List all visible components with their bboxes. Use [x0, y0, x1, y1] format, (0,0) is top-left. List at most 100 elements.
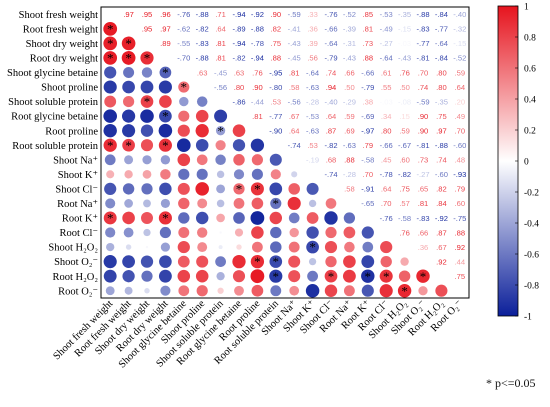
corr-value-2-6: .81 — [215, 39, 226, 48]
corr-circle-16-7 — [236, 244, 242, 250]
corr-circle-18-2 — [141, 270, 153, 282]
corr-circle-15-13 — [343, 226, 356, 239]
corr-circle-2-1 — [121, 36, 136, 51]
corr-value-2-15: -.27 — [380, 39, 393, 48]
corr-circle-18-8 — [250, 269, 265, 284]
corr-circle-19-3 — [160, 285, 171, 296]
corr-circle-14-12 — [324, 211, 338, 225]
corr-value-4-5: .63 — [197, 68, 208, 77]
corr-value-0-15: -.53 — [380, 10, 393, 19]
corr-value-2-13: -.31 — [343, 39, 356, 48]
corr-value-9-14: .79 — [363, 141, 374, 150]
corr-value-4-10: .81 — [289, 68, 300, 77]
corr-circle-14-9 — [269, 211, 283, 225]
corr-value-1-5: -.82 — [196, 25, 209, 34]
corr-circle-16-1 — [125, 244, 132, 250]
corr-value-8-18: .97 — [436, 126, 447, 135]
corr-value-3-19: -.52 — [453, 54, 466, 63]
corr-value-5-10: .58 — [289, 83, 300, 92]
corr-value-1-6: .64 — [215, 25, 226, 34]
corr-value-15-18: .87 — [436, 228, 447, 237]
significance-mark: * — [107, 21, 114, 36]
corr-value-0-18: -.84 — [435, 10, 448, 19]
corr-circle-16-14 — [362, 241, 374, 253]
corr-circle-18-11 — [307, 270, 319, 282]
corr-value-1-15: -.49 — [380, 25, 393, 34]
corr-circle-11-9 — [270, 169, 281, 180]
significance-mark: * — [365, 269, 372, 284]
corr-circle-17-5 — [196, 255, 209, 268]
corr-circle-17-2 — [140, 255, 154, 268]
corr-value-4-14: -.66 — [361, 68, 374, 77]
corr-value-3-16: -.43 — [398, 54, 411, 63]
corr-value-12-18: .82 — [436, 185, 447, 194]
corr-value-13-15: .70 — [381, 199, 392, 208]
corr-circle-18-16 — [398, 270, 411, 282]
corr-circle-4-2 — [141, 67, 153, 78]
corr-value-7-17: .90 — [418, 112, 429, 121]
corr-circle-17-14 — [361, 255, 375, 269]
corr-circle-17-8 — [250, 254, 265, 269]
significance-mark: * — [309, 240, 316, 255]
corr-circle-17-0 — [103, 255, 117, 269]
row-label-root-soluble-protein: Root soluble protein — [12, 141, 98, 152]
corr-circle-15-8 — [251, 226, 264, 239]
corr-circle-4-3 — [159, 66, 172, 79]
corr-value-4-17: .70 — [418, 68, 429, 77]
corr-value-13-17: .81 — [418, 199, 429, 208]
significance-mark: * — [162, 109, 169, 124]
corr-value-4-6: -.45 — [214, 68, 227, 77]
row-label-root-fresh-weight: Root fresh weight — [23, 24, 98, 35]
corr-value-8-19: .70 — [455, 126, 466, 135]
colorbar-tick-label: -0.4 — [524, 219, 539, 229]
corr-value-0-19: -.40 — [453, 10, 466, 19]
corr-circle-19-8 — [251, 284, 264, 297]
corr-circle-16-5 — [197, 242, 208, 253]
corr-circle-11-0 — [106, 170, 115, 179]
corr-value-10-12: .68 — [326, 156, 337, 165]
corr-circle-5-0 — [103, 80, 117, 94]
corr-circle-18-12 — [324, 269, 338, 283]
corr-value-1-10: -.41 — [288, 25, 301, 34]
corr-value-10-11: -.19 — [306, 156, 319, 165]
corr-value-16-17: .36 — [418, 243, 429, 252]
corr-circle-16-11 — [306, 240, 319, 254]
corr-value-8-12: .87 — [326, 126, 337, 135]
corr-value-0-5: -.88 — [196, 10, 209, 19]
corr-value-6-17: -.59 — [416, 97, 429, 106]
corr-circle-8-3 — [158, 123, 173, 138]
corr-circle-12-0 — [104, 182, 117, 195]
corr-value-8-17: .90 — [418, 126, 429, 135]
corr-value-1-18: -.77 — [435, 25, 448, 34]
corr-value-7-8: .81 — [252, 112, 263, 121]
corr-value-9-10: -.74 — [288, 141, 301, 150]
corr-circle-14-10 — [288, 212, 300, 224]
corr-circle-10-8 — [251, 154, 263, 166]
corr-circle-4-1 — [123, 66, 135, 78]
corr-circle-7-2 — [140, 109, 154, 123]
row-label-root-glycine-betaine: Root glycine betaine — [11, 112, 98, 123]
corr-circle-11-3 — [160, 169, 171, 180]
corr-circle-10-6 — [215, 154, 226, 166]
corr-value-11-16: -.82 — [398, 170, 411, 179]
corr-circle-14-6 — [216, 213, 225, 223]
corr-circle-7-0 — [103, 109, 117, 123]
corr-value-6-8: -.44 — [251, 97, 264, 106]
row-label-root-cl-minus: Root Cl⁻ — [59, 228, 98, 239]
corr-circle-19-14 — [361, 284, 374, 297]
corr-value-11-17: -.27 — [416, 170, 429, 179]
corr-circle-8-5 — [195, 124, 209, 138]
corr-value-10-15: .45 — [381, 156, 392, 165]
corr-value-1-2: .95 — [142, 25, 153, 34]
corr-value-5-13: .50 — [344, 83, 355, 92]
corr-value-4-9: -.95 — [269, 68, 282, 77]
significance-mark: * — [401, 283, 408, 298]
row-label-shoot-k-plus: Shoot K⁺ — [58, 170, 99, 181]
corr-circle-19-9 — [270, 285, 282, 297]
corr-value-1-7: -.89 — [232, 25, 245, 34]
significance-mark: * — [383, 269, 390, 284]
colorbar-tick-label: 0.4 — [524, 95, 536, 105]
row-label-shoot-fresh-weight: Shoot fresh weight — [19, 10, 98, 21]
corr-circle-10-9 — [269, 153, 282, 166]
corr-value-1-17: -.83 — [416, 25, 429, 34]
